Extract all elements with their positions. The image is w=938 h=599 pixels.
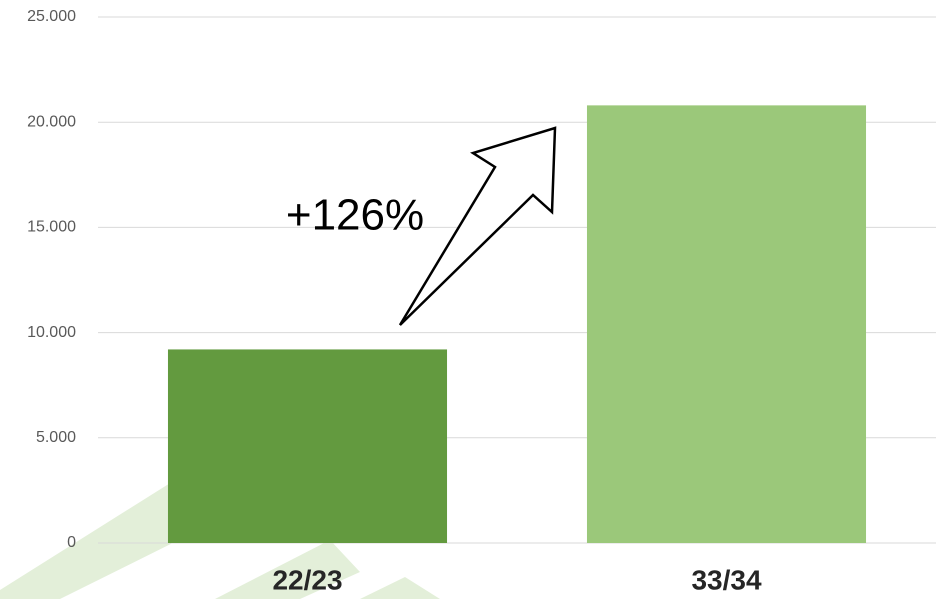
y-tick-label: 20.000 (27, 113, 76, 130)
bar (167, 349, 448, 543)
plot-area: 0 5.000 10.000 15.000 20.000 25.000 22/23 33/34 (27, 8, 936, 595)
y-tick-label: 25.000 (27, 8, 76, 25)
y-tick-label: 15.000 (27, 219, 76, 236)
bar (586, 105, 867, 544)
growth-arrow (398, 126, 557, 326)
x-tick-label: 22/23 (272, 564, 342, 595)
x-tick-label: 33/34 (691, 564, 761, 595)
y-tick-label: 5.000 (36, 429, 76, 446)
y-tick-label: 10.000 (27, 324, 76, 341)
annotation: +126% (286, 191, 424, 240)
y-tick-label: 0 (67, 534, 76, 551)
